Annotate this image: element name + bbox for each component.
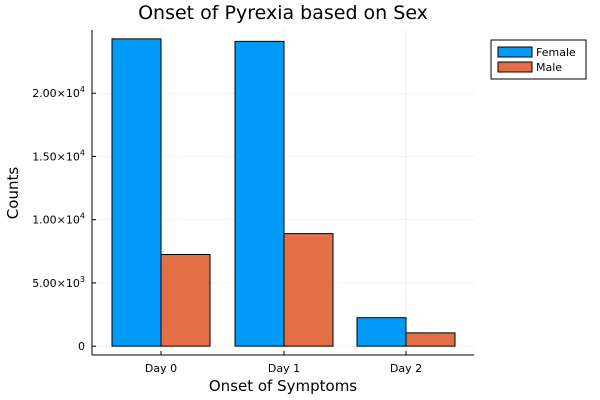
x-tick-labels: Day 0 Day 1 Day 2 <box>145 351 422 375</box>
legend-swatch-male <box>497 61 533 73</box>
y-tick-label: 1.00×104 <box>32 212 85 227</box>
y-tick-label: 5.00×103 <box>32 275 85 290</box>
y-tick-label: 2.00×104 <box>32 85 85 100</box>
bar-female-day-0 <box>111 38 162 347</box>
bar-female-day-1 <box>234 40 285 347</box>
bars-group <box>111 38 456 347</box>
legend: Female Male <box>490 39 587 80</box>
y-tick-label: 1.50×104 <box>32 148 85 163</box>
bar-female-day-2 <box>356 317 407 347</box>
y-tick-labels: 0 5.00×103 1.00×104 1.50×104 2.00×104 <box>32 85 96 353</box>
bar-male-day-1 <box>283 233 334 347</box>
x-tick-label: Day 0 <box>145 362 177 375</box>
chart-title: Onset of Pyrexia based on Sex <box>138 2 428 24</box>
legend-label-male: Male <box>536 61 562 74</box>
axes <box>91 30 474 356</box>
x-tick-label: Day 2 <box>390 362 422 375</box>
y-tick-label: 0 <box>78 340 85 353</box>
x-axis-title: Onset of Symptoms <box>209 377 357 395</box>
x-tick-label: Day 1 <box>268 362 300 375</box>
legend-swatch-female <box>497 46 533 58</box>
bar-male-day-2 <box>405 332 456 347</box>
y-axis-title: Counts <box>4 167 22 220</box>
bar-male-day-0 <box>160 253 211 347</box>
legend-label-female: Female <box>536 46 576 59</box>
